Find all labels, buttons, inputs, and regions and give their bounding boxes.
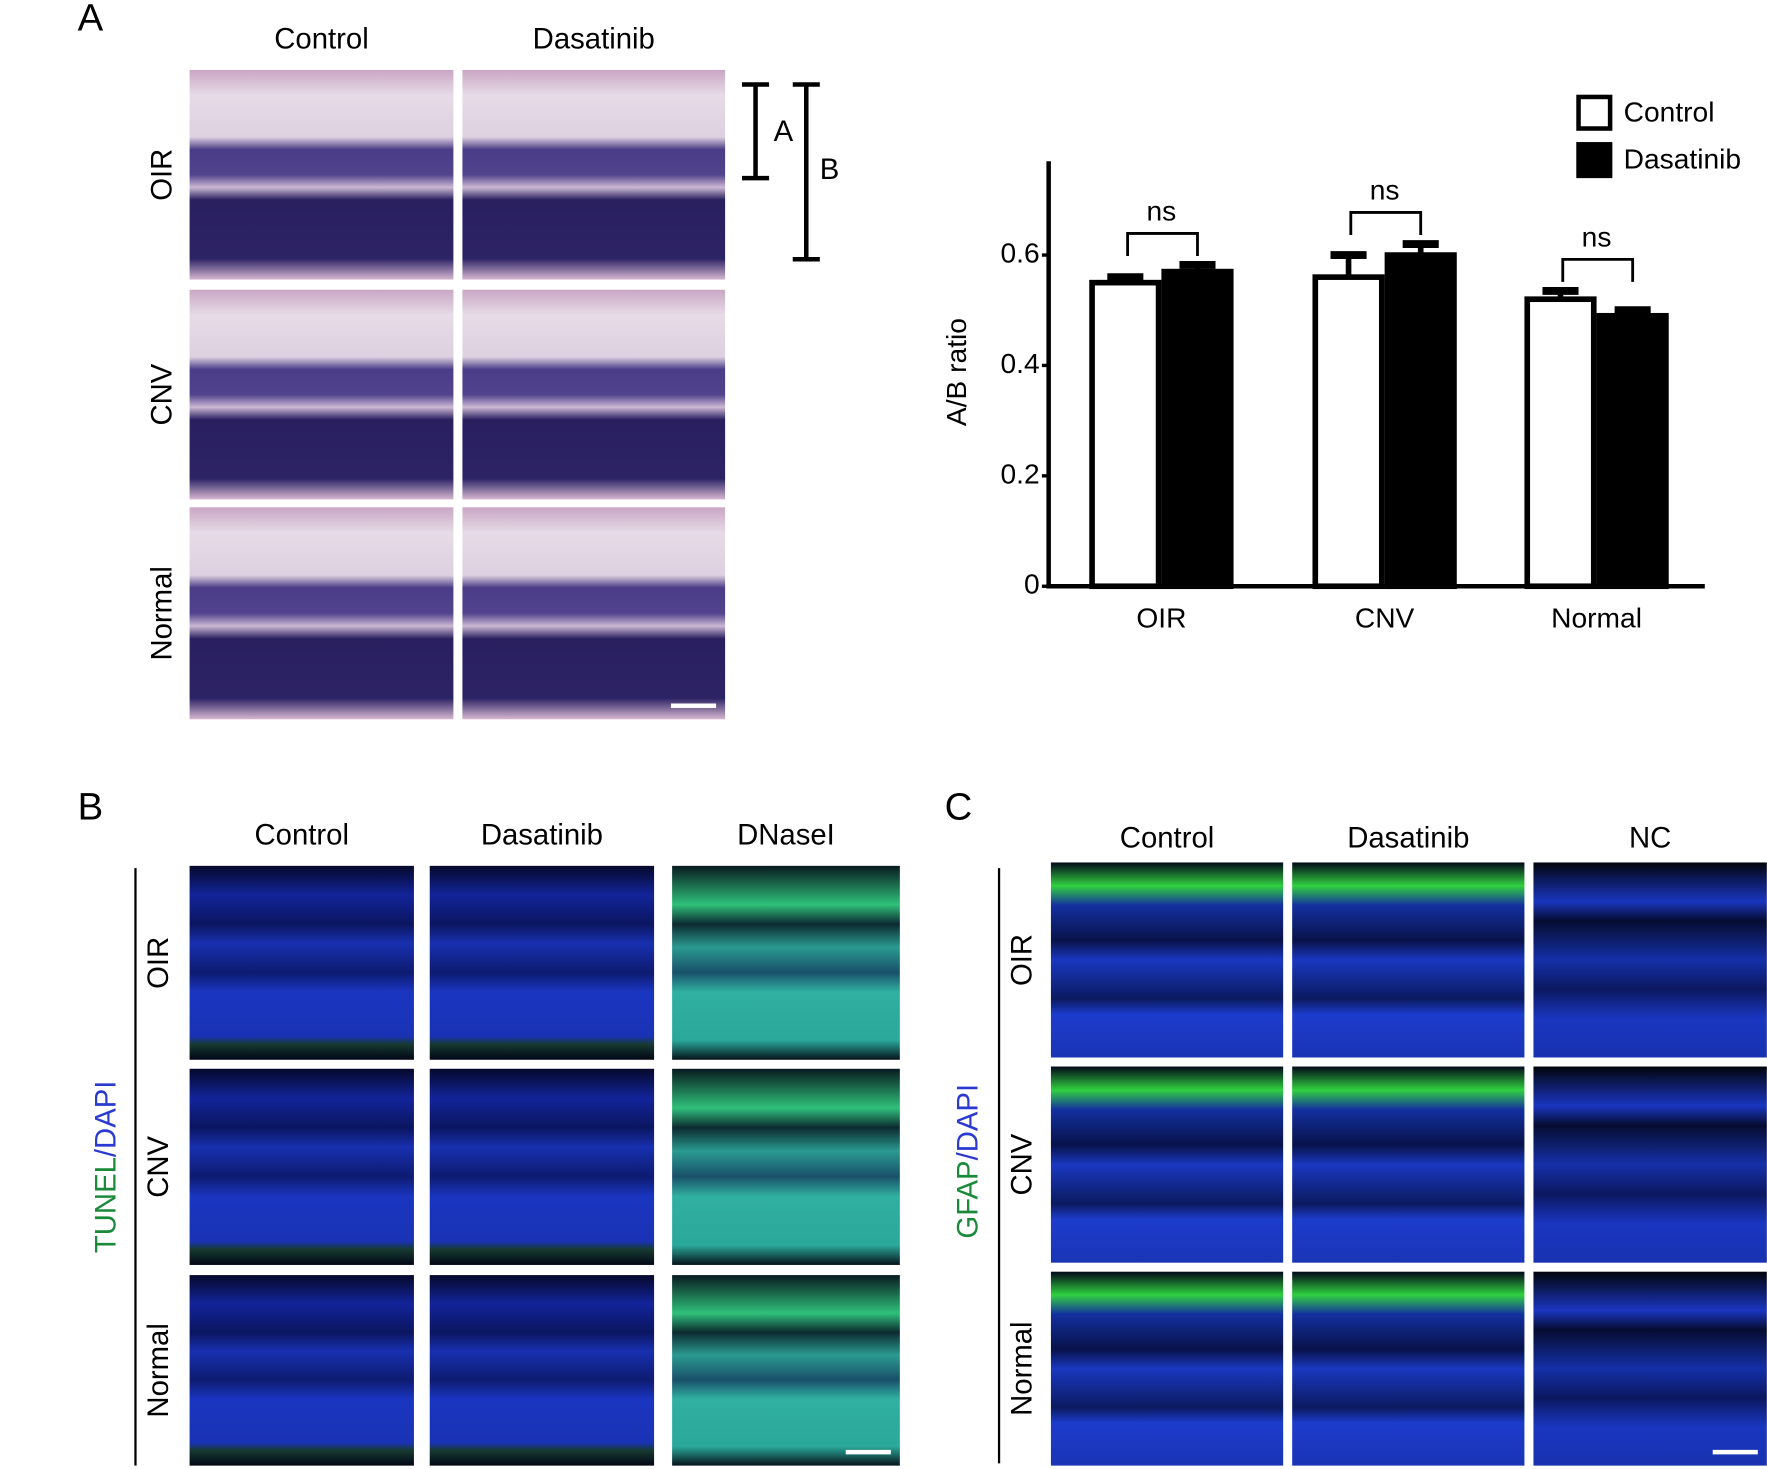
row-label: OIR xyxy=(142,937,175,989)
micrograph xyxy=(1050,1066,1284,1263)
micrograph xyxy=(189,289,454,500)
bar xyxy=(1161,268,1234,590)
micrograph xyxy=(1533,1066,1767,1263)
column-header: Dasatinib xyxy=(481,818,603,851)
micrograph xyxy=(1533,1271,1767,1466)
row-label: OIR xyxy=(145,149,178,201)
stain: /DAPI xyxy=(89,1081,122,1158)
stain-label: TUNEL/DAPI xyxy=(89,1081,122,1254)
micrograph xyxy=(462,507,726,720)
micrograph xyxy=(429,1275,655,1466)
column-header: Control xyxy=(255,818,349,851)
significance-label: ns xyxy=(1582,221,1612,253)
y-tick-label: 0.6 xyxy=(1000,236,1039,268)
micrograph xyxy=(462,69,726,280)
significance-label: ns xyxy=(1370,174,1400,206)
micrograph xyxy=(189,1068,414,1265)
micrograph xyxy=(1292,862,1525,1058)
micrograph xyxy=(189,1275,414,1466)
micrograph xyxy=(672,865,900,1060)
y-tick-label: 0.4 xyxy=(1000,347,1039,379)
micrograph xyxy=(672,1068,900,1265)
significance-label: ns xyxy=(1147,195,1177,227)
micrograph xyxy=(1050,862,1284,1058)
column-header: Dasatinib xyxy=(533,22,655,55)
legend-label: Dasatinib xyxy=(1624,143,1741,175)
panel-label: C xyxy=(945,786,973,829)
stain: /DAPI xyxy=(951,1084,984,1161)
column-header: DNaseI xyxy=(737,818,835,851)
micrograph xyxy=(429,865,655,1060)
micrograph xyxy=(429,1068,655,1265)
row-label: Normal xyxy=(142,1323,175,1417)
column-header: NC xyxy=(1629,822,1671,855)
row-label: CNV xyxy=(1006,1133,1039,1195)
micrograph xyxy=(189,865,414,1060)
row-label: CNV xyxy=(142,1135,175,1197)
column-header: Control xyxy=(274,22,368,55)
legend-label: Control xyxy=(1624,95,1715,127)
panel-label: A xyxy=(78,0,104,39)
column-header: Control xyxy=(1120,822,1214,855)
x-tick-label: CNV xyxy=(1355,602,1415,634)
bar xyxy=(1596,312,1669,590)
micrograph xyxy=(1050,1271,1284,1466)
y-tick-label: 0 xyxy=(1024,568,1040,600)
row-label: Normal xyxy=(145,566,178,660)
significance-bracket xyxy=(1561,257,1635,282)
y-tick-label: 0.2 xyxy=(1000,457,1039,489)
y-axis-label: A/B ratio xyxy=(940,318,972,426)
micrograph xyxy=(189,507,454,720)
micrograph xyxy=(1533,862,1767,1058)
micrograph xyxy=(189,69,454,280)
column-header: Dasatinib xyxy=(1347,822,1469,855)
row-label: OIR xyxy=(1006,934,1039,986)
x-tick-label: Normal xyxy=(1551,602,1642,634)
panel-label: B xyxy=(78,786,104,829)
bar xyxy=(1312,274,1385,590)
row-label: CNV xyxy=(145,363,178,425)
bar xyxy=(1384,252,1457,590)
bracket-label: A xyxy=(774,115,794,148)
row-label: Normal xyxy=(1006,1321,1039,1415)
micrograph xyxy=(672,1275,900,1466)
bracket-label: B xyxy=(820,153,840,186)
micrograph xyxy=(1292,1066,1525,1263)
significance-bracket xyxy=(1349,211,1423,235)
x-tick-label: OIR xyxy=(1136,602,1186,634)
stain: TUNEL xyxy=(89,1157,122,1253)
bar xyxy=(1524,296,1597,590)
stain-label: GFAP/DAPI xyxy=(951,1084,984,1239)
legend-swatch xyxy=(1576,94,1613,131)
bar xyxy=(1089,279,1162,590)
significance-bracket xyxy=(1126,232,1199,256)
micrograph xyxy=(1292,1271,1525,1466)
stain: GFAP xyxy=(951,1160,984,1238)
legend-swatch xyxy=(1576,142,1613,179)
micrograph xyxy=(462,289,726,500)
